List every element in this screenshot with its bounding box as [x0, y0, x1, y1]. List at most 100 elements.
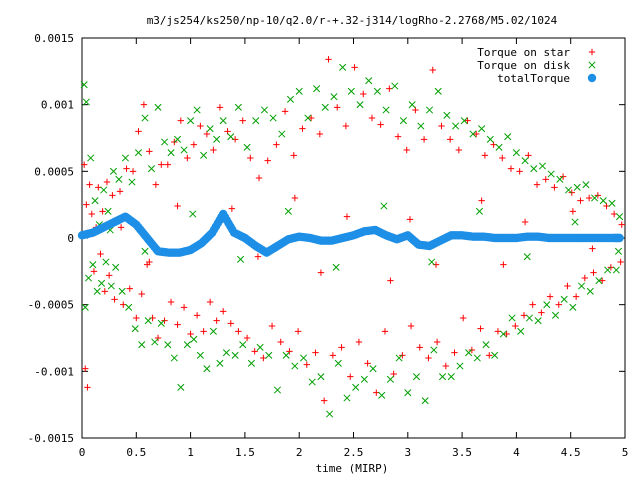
torque-on-star-point	[219, 308, 227, 315]
torque-on-disk-point	[157, 319, 165, 327]
y-tick-label: 0	[67, 232, 74, 245]
torque-on-star-point	[200, 328, 207, 335]
torque-on-star-point	[286, 348, 293, 355]
torque-on-disk-point	[167, 149, 175, 157]
torque-on-disk-point	[237, 255, 245, 263]
torque-on-disk-point	[482, 341, 490, 349]
torque-on-disk-point	[460, 117, 468, 125]
axis-ticks: 0 0.5 1 1.5 2 2.5 3 3.5 4 4.5 5 -0.0015 -0.001 -0.000…	[28, 32, 629, 459]
torque-on-star-point	[617, 258, 624, 266]
torque-on-star-point	[507, 165, 515, 172]
torque-on-disk-point	[382, 106, 390, 114]
torque-on-star-point	[213, 317, 220, 324]
legend-label: Torque on disk	[477, 59, 570, 72]
torque-on-star-point	[203, 130, 211, 138]
torque-on-star-point	[247, 154, 254, 162]
torque-on-disk-point	[138, 341, 146, 349]
torque-on-star-point	[329, 352, 337, 359]
torque-on-disk-point	[247, 359, 255, 367]
torque-on-disk-point	[189, 210, 197, 218]
torque-on-star-point	[377, 121, 384, 128]
torque-on-star-point	[193, 312, 201, 319]
torque-on-star-point	[512, 322, 519, 330]
torque-on-disk-point	[469, 130, 477, 138]
torque-on-star-point	[342, 122, 350, 130]
torque-on-disk-point	[373, 87, 381, 95]
torque-on-disk-point	[495, 143, 503, 151]
torque-on-disk-point	[100, 186, 108, 194]
torque-on-star-point	[316, 130, 324, 138]
torque-on-disk-point	[412, 373, 421, 381]
torque-on-star-point	[307, 114, 315, 122]
torque-on-disk-point	[560, 295, 568, 303]
torque-on-disk-point	[112, 263, 120, 271]
torque-on-disk-point	[190, 335, 198, 343]
torque-on-star-point	[390, 370, 397, 378]
torque-on-star-point	[158, 161, 165, 168]
torque-on-disk-point	[614, 247, 623, 255]
torque-on-disk-point	[504, 133, 512, 141]
torque-on-star-point	[174, 321, 181, 328]
torque-on-star-point	[154, 334, 162, 342]
torque-on-star-point	[477, 325, 484, 332]
torque-on-star-point	[82, 365, 89, 372]
torque-on-star-point	[381, 328, 389, 335]
torque-on-star-point	[442, 362, 450, 370]
torque-on-star-point	[312, 349, 319, 356]
torque-on-star-point	[590, 269, 597, 276]
torque-on-star-point	[464, 117, 471, 124]
torque-on-star-point	[569, 208, 577, 215]
x-tick-label: 4.5	[561, 446, 581, 459]
torque-on-disk-point	[265, 351, 273, 359]
torque-on-disk-point	[269, 114, 277, 122]
torque-on-star-point	[251, 348, 258, 355]
totaltorque-series	[77, 209, 624, 257]
torque-on-disk-point	[219, 117, 227, 125]
torque-on-star-point	[299, 125, 306, 132]
torque-on-disk-point	[525, 314, 533, 322]
torque-on-disk-point	[144, 317, 152, 325]
torque-on-disk-point	[299, 354, 308, 362]
torque-on-disk-point	[608, 199, 616, 207]
x-tick-label: 1.5	[235, 446, 255, 459]
torque-on-star-point	[116, 188, 124, 195]
torque-on-star-point	[446, 136, 454, 143]
torque-on-disk-point	[365, 77, 373, 85]
torque-on-disk-point	[213, 135, 221, 143]
torque-on-star-point	[206, 298, 214, 306]
torque-on-star-point	[90, 268, 98, 275]
torque-on-disk-point	[569, 303, 577, 311]
torque-on-star-point	[429, 66, 436, 74]
torque-on-star-point	[478, 197, 485, 204]
x-axis-label: time (MIRP)	[316, 462, 389, 475]
torque-on-disk-point	[164, 341, 172, 349]
torque-on-star-point	[133, 314, 140, 322]
torque-on-star-point	[433, 338, 441, 346]
torque-on-disk-point	[417, 122, 425, 130]
torque-on-disk-point	[125, 303, 133, 311]
torque-on-disk-point	[222, 349, 230, 357]
y-tick-label: 0.0015	[34, 32, 74, 45]
torque-on-star-point	[572, 293, 580, 300]
torque-on-disk-point	[343, 394, 351, 402]
torque-on-star-point	[111, 296, 118, 303]
torque-on-disk-point	[121, 154, 129, 162]
torque-on-disk-point	[391, 82, 399, 90]
torque-on-disk-point	[115, 175, 123, 183]
torque-on-star-point	[80, 161, 88, 168]
torque-on-disk-point	[564, 186, 573, 194]
torque-on-star-point	[184, 154, 191, 162]
torque-on-star-point	[264, 157, 271, 164]
torque-on-disk-point	[380, 202, 388, 210]
torque-on-disk-point	[317, 373, 325, 381]
torque-on-star-point	[538, 309, 545, 316]
torque-on-disk-point	[239, 341, 247, 349]
x-tick-label: 5	[622, 446, 629, 459]
torque-on-disk-point	[369, 365, 377, 373]
torque-on-disk-point	[93, 287, 101, 295]
torque-on-star-point	[516, 168, 523, 175]
torque-on-disk-point	[102, 258, 110, 266]
torque-on-disk-point	[84, 274, 93, 282]
x-tick-label: 3.5	[452, 446, 472, 459]
torque-on-disk-point	[356, 101, 364, 109]
